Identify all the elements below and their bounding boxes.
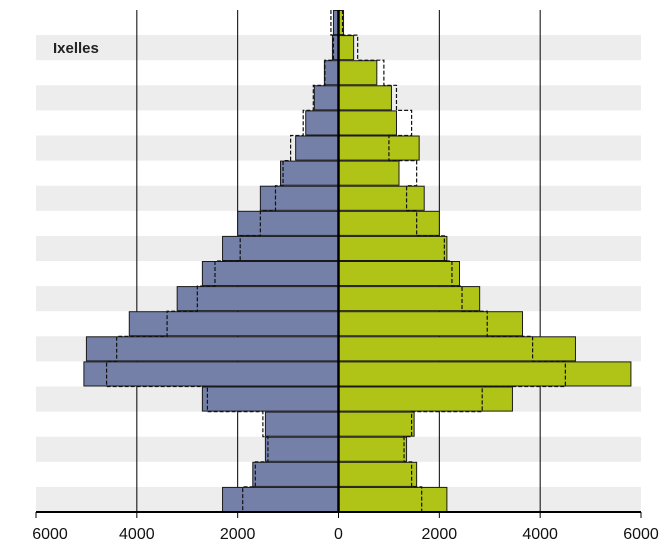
- bar-right: [338, 386, 513, 412]
- bar-right: [338, 261, 460, 287]
- tick-label: 2000: [422, 526, 458, 543]
- bar-right: [338, 60, 378, 86]
- bar-right: [338, 461, 418, 487]
- bar-right: [338, 361, 632, 387]
- bar-right: [338, 160, 400, 186]
- x-ticks: 6000 4000 2000 0 2000 4000 6000: [32, 512, 659, 543]
- bar-left: [313, 85, 339, 111]
- bar-right: [338, 411, 415, 437]
- bar-right: [338, 185, 425, 211]
- bar-left: [201, 386, 339, 412]
- tick-label: 6000: [623, 526, 659, 543]
- bar-left: [259, 185, 339, 211]
- bar-left: [201, 261, 339, 287]
- bar-right: [338, 85, 392, 111]
- bar-right: [338, 286, 481, 312]
- tick-label: 6000: [32, 526, 68, 543]
- tick-label: 2000: [220, 526, 256, 543]
- reference-line-right: [341, 10, 566, 512]
- bar-left: [83, 361, 340, 387]
- bar-left: [128, 311, 339, 337]
- bar-left: [252, 461, 340, 487]
- bar-left: [222, 486, 340, 512]
- chart-title: Ixelles: [53, 40, 99, 57]
- bar-left: [176, 286, 339, 312]
- bar-left: [85, 336, 339, 362]
- reference-line-left: [105, 10, 335, 512]
- tick-label: 0: [334, 526, 343, 543]
- bar-left: [280, 160, 340, 186]
- tick-label: 4000: [119, 526, 155, 543]
- reference-lines: [105, 10, 566, 512]
- bar-right: [338, 436, 408, 462]
- bars: [83, 10, 632, 512]
- bar-right: [338, 486, 448, 512]
- bar-left: [264, 411, 340, 437]
- bar-left: [237, 210, 340, 236]
- bar-right: [338, 135, 420, 161]
- bar-right: [338, 336, 576, 362]
- bar-right: [338, 110, 397, 136]
- bar-right: [338, 210, 440, 236]
- bar-left: [295, 135, 340, 161]
- bar-left: [305, 110, 339, 136]
- bar-right: [338, 35, 355, 61]
- bar-left: [323, 60, 339, 86]
- bar-left: [264, 436, 340, 462]
- bar-left: [222, 235, 340, 261]
- bar-right: [338, 311, 524, 337]
- tick-label: 4000: [522, 526, 558, 543]
- bar-right: [338, 235, 448, 261]
